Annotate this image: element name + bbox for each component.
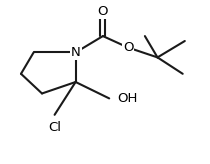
Text: OH: OH [117,92,137,105]
Text: N: N [71,46,80,59]
Text: O: O [123,41,133,54]
Text: O: O [98,5,108,18]
Text: Cl: Cl [48,121,61,134]
